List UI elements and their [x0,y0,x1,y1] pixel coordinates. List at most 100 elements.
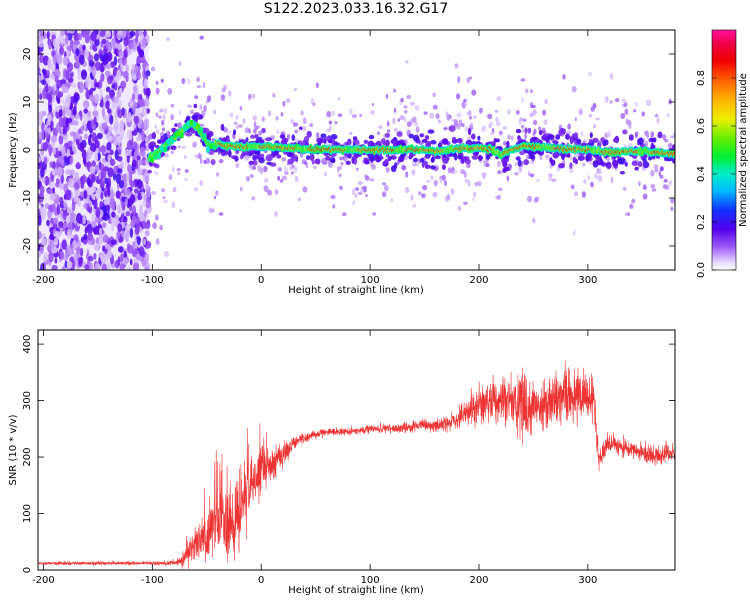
band-blob [210,159,216,166]
halo-blob [469,122,474,126]
halo-blob [562,74,566,80]
band-blob [485,155,491,160]
snr-series [38,360,675,569]
halo-blob [397,118,401,122]
halo-blob [211,138,215,143]
noise-blob [116,69,122,81]
noise-blob [75,259,79,268]
noise-blob [117,30,123,36]
noise-blob [58,117,65,128]
halo-blob [467,110,472,116]
colorbar-tick-label: 0.8 [696,70,707,86]
halo-blob [328,120,333,125]
halo-blob [582,140,586,144]
noise-blob [52,217,59,225]
noise-blob [79,110,82,117]
halo-blob [294,138,299,143]
noise-blob [136,70,141,81]
noise-blob [125,224,131,231]
band-blob [265,154,273,162]
halo-blob [590,106,595,112]
halo-blob [583,179,587,184]
noise-blob [141,107,147,117]
noise-blob [50,135,58,143]
halo-blob [502,126,508,130]
noise-blob [65,109,72,117]
noise-blob [131,130,138,136]
halo-blob [432,192,438,198]
halo-blob [275,116,279,121]
noise-blob [48,104,53,113]
noise-blob [83,233,88,240]
band-blob [384,159,389,164]
halo-blob [315,132,320,139]
halo-blob [507,134,511,140]
halo-blob [181,145,186,150]
noise-blob [62,86,69,93]
noise-blob [143,118,150,130]
halo-blob [445,111,449,116]
halo-blob [263,178,269,183]
snr-y-tick-label: 300 [22,391,33,410]
spectrogram-x-tick-label: -100 [141,275,164,286]
band-blob [549,157,553,164]
halo-blob [519,118,524,123]
band-blob [398,155,405,163]
noise-blob [78,256,83,268]
band-blob [241,151,246,157]
noise-blob [109,158,116,167]
band-blob [552,151,559,159]
climb-blob [169,137,174,143]
noise-blob [129,194,136,204]
halo-blob [253,122,257,129]
halo-blob [155,80,159,85]
band-blob [524,127,528,134]
halo-blob [170,150,174,155]
noise-blob [111,211,116,218]
noise-blob [91,160,96,167]
noise-blob [71,221,75,231]
halo-blob [213,195,217,200]
noise-blob [68,221,72,230]
halo-blob [638,181,641,187]
noise-blob [39,243,44,255]
halo-blob [283,166,289,173]
noise-blob [62,209,68,221]
halo-blob [646,99,652,107]
halo-blob [187,104,193,108]
halo-blob [515,110,520,115]
band-blob [618,157,626,165]
noise-blob [129,30,136,37]
noise-blob [90,80,94,89]
noise-blob [142,199,147,207]
noise-blob [117,168,123,174]
noise-blob [53,82,57,91]
halo-blob [334,121,338,125]
noise-blob [66,247,73,256]
band-blob [456,137,463,144]
climb-blob [153,153,158,160]
noise-blob [57,91,64,98]
band-blob [558,129,564,136]
noise-blob [51,161,56,170]
halo-blob [261,116,265,122]
halo-blob [604,96,609,103]
band-blob [424,153,431,159]
halo-blob [163,107,167,114]
spectrogram-heatmap [38,30,675,270]
noise-blob [125,64,129,73]
noise-blob [91,237,95,246]
halo-blob [432,104,438,110]
noise-blob [100,73,105,82]
noise-blob [117,246,124,253]
climb-blob [160,146,165,153]
halo-blob [659,174,664,179]
noise-blob [66,117,73,124]
band-blob [220,123,225,131]
noise-blob [63,203,68,210]
noise-blob [77,143,84,151]
halo-blob [215,172,220,177]
band-blob [412,134,420,142]
band-blob [443,157,447,163]
noise-blob [144,266,149,270]
